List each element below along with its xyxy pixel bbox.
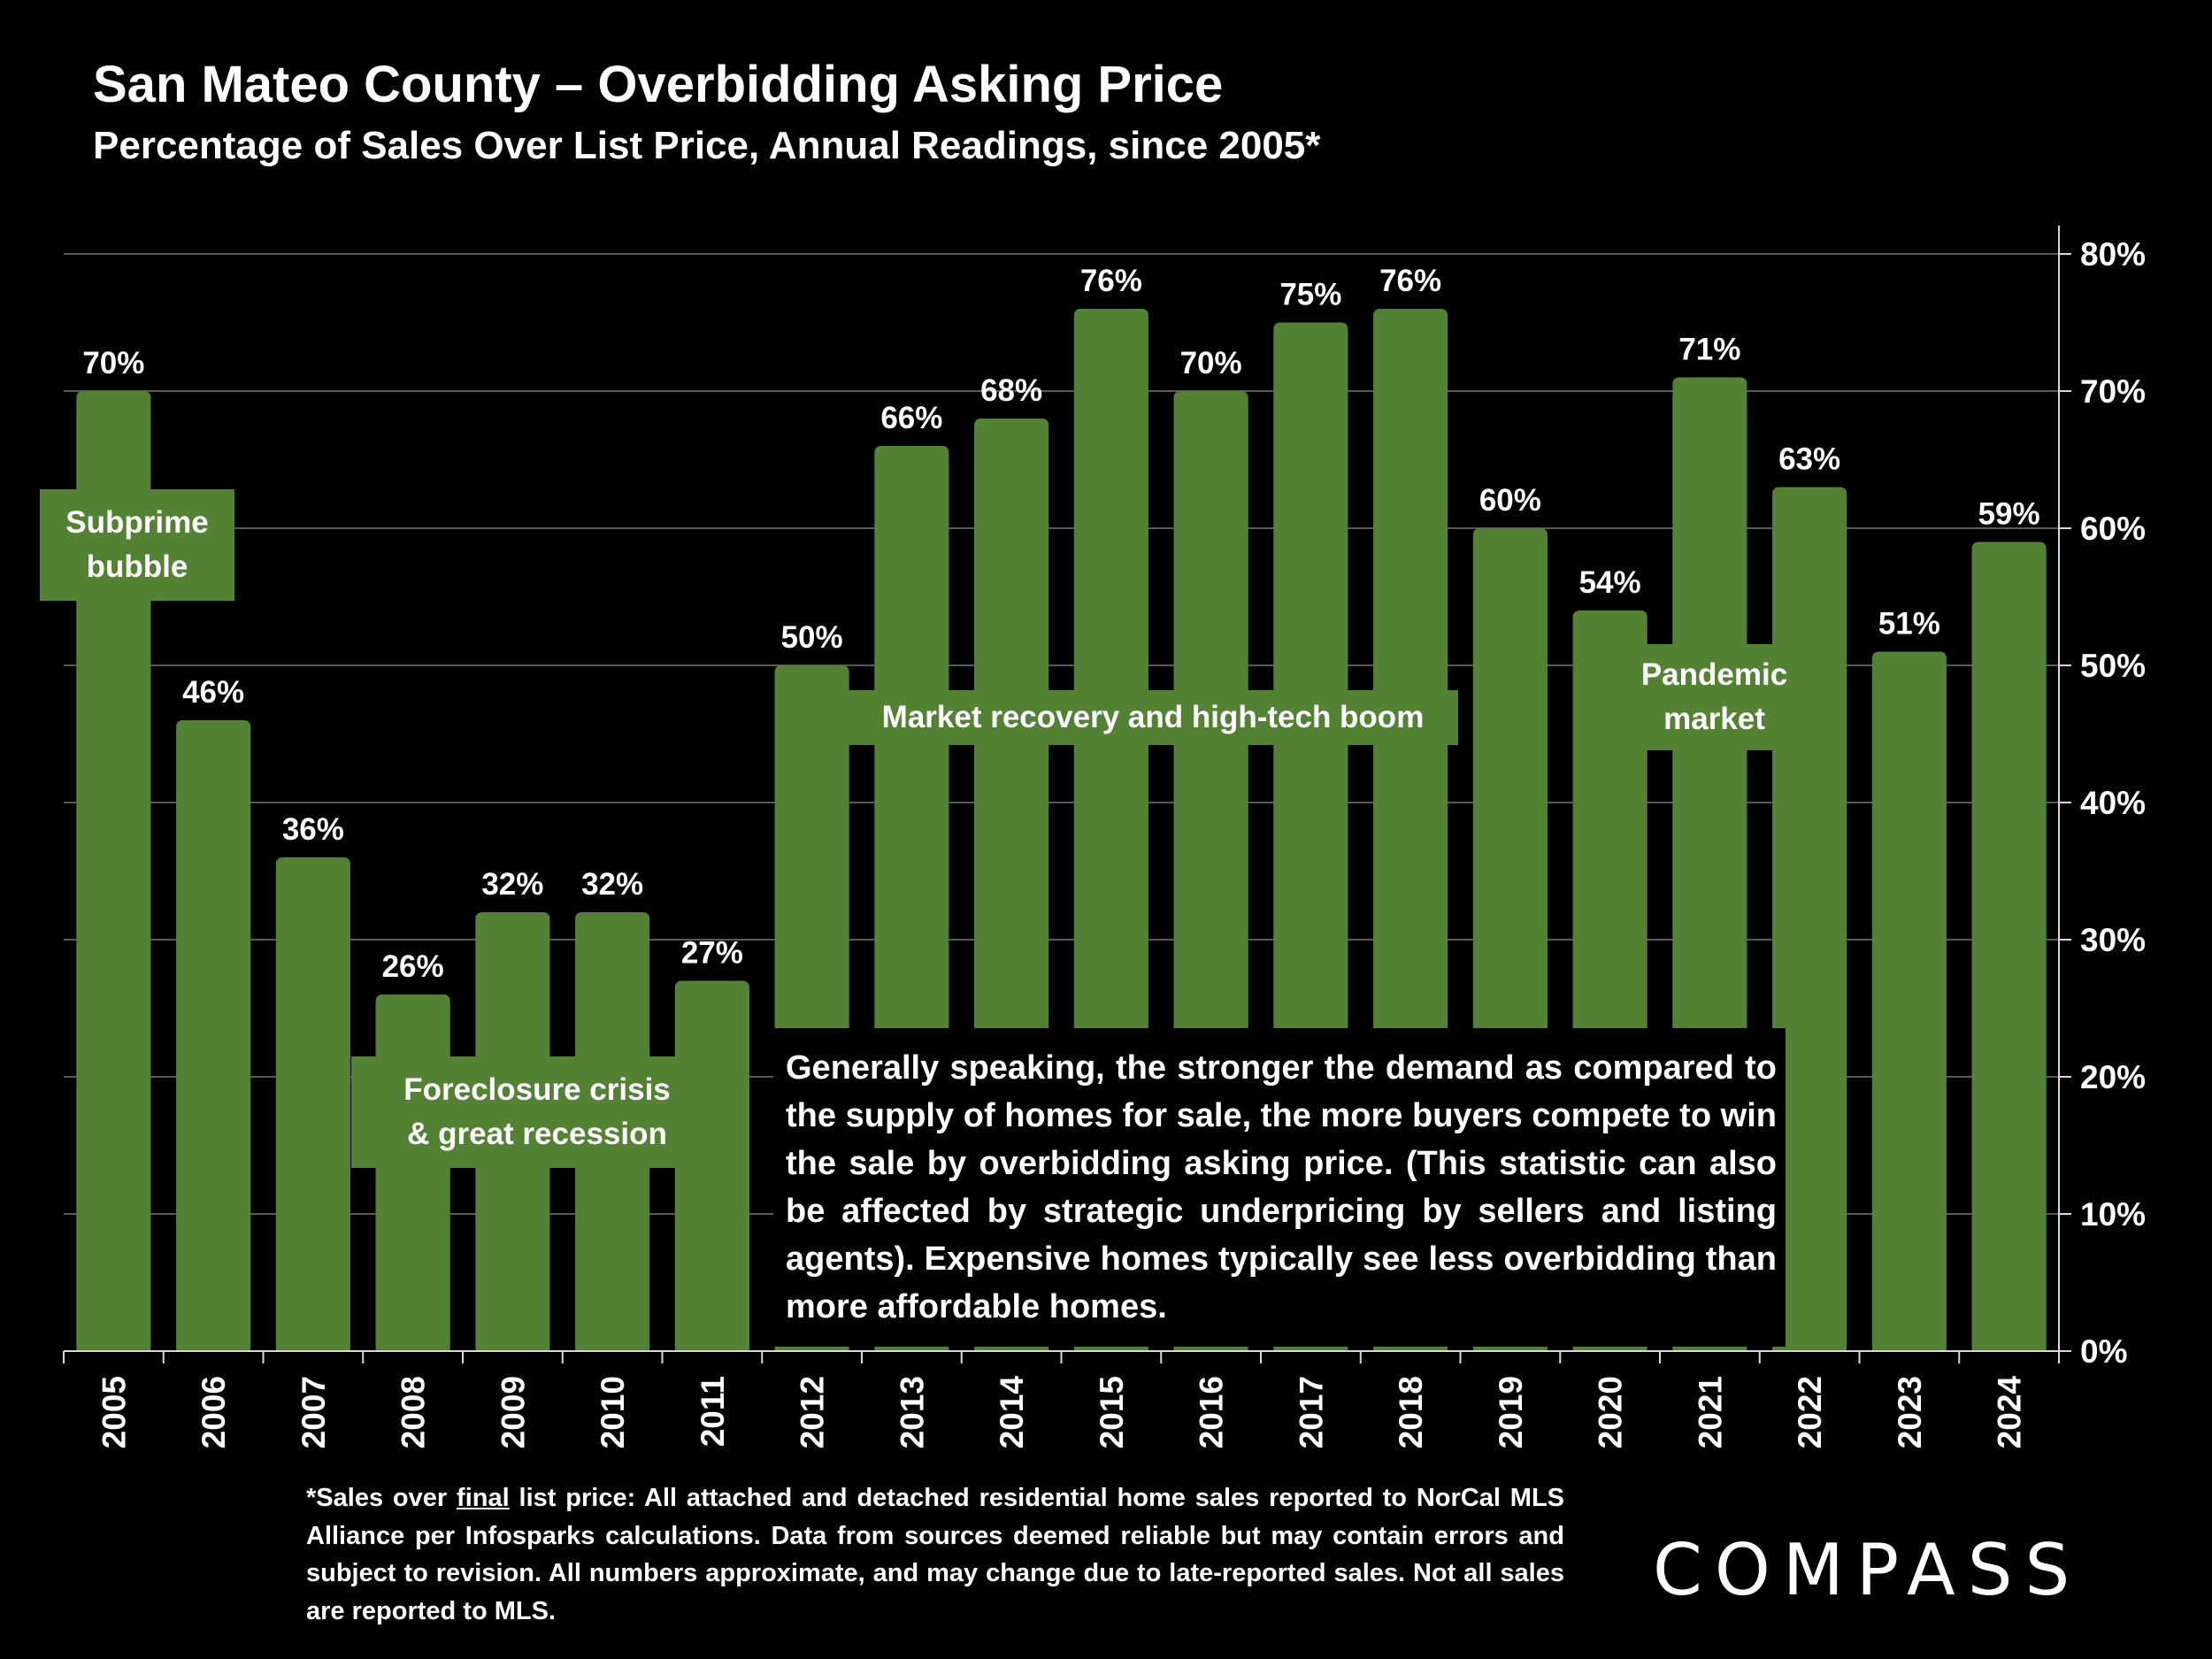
- bar-body-2011: [674, 989, 749, 1351]
- y-tick-label: 0%: [2080, 1333, 2127, 1370]
- x-tick-label-2015: 2015: [1094, 1376, 1130, 1448]
- data-label-2008: 26%: [382, 949, 444, 984]
- y-tick-label: 50%: [2080, 648, 2146, 684]
- x-tick-label-2018: 2018: [1393, 1376, 1429, 1448]
- annotation-foreclosure-line1: Foreclosure crisis: [403, 1072, 671, 1107]
- x-tick-label-2022: 2022: [1792, 1376, 1828, 1448]
- data-label-2006: 46%: [182, 675, 244, 710]
- footnote: *Sales over final list price: All attach…: [306, 1479, 1564, 1630]
- data-label-2017: 75%: [1279, 278, 1341, 312]
- data-label-2009: 32%: [481, 867, 543, 902]
- data-label-2020: 54%: [1579, 565, 1641, 600]
- data-label-2010: 32%: [581, 867, 643, 902]
- annotation-foreclosure-line2: & great recession: [407, 1117, 667, 1151]
- annotation-pandemic-market: Pandemic market: [1606, 644, 1823, 750]
- annotation-subprime-text: Subprime bubble: [65, 505, 209, 584]
- data-label-2021: 71%: [1678, 333, 1740, 367]
- annotation-market-recovery: Market recovery and high-tech boom: [848, 690, 1458, 745]
- footnote-prefix: *Sales over: [306, 1484, 457, 1512]
- bar-body-2007: [275, 866, 350, 1351]
- x-tick-label-2021: 2021: [1692, 1376, 1728, 1448]
- x-tick-label-2017: 2017: [1293, 1376, 1329, 1448]
- explanatory-note: Generally speaking, the stronger the dem…: [773, 1028, 1786, 1347]
- x-tick-label-2011: 2011: [695, 1376, 731, 1447]
- x-tick-label-2014: 2014: [994, 1376, 1030, 1449]
- x-tick-label-2008: 2008: [396, 1376, 432, 1448]
- y-tick-label: 60%: [2080, 511, 2146, 547]
- annotation-pandemic-line2: market: [1663, 702, 1765, 736]
- y-tick-label: 10%: [2080, 1196, 2146, 1233]
- bar-body-2008: [375, 1003, 450, 1351]
- x-tick-label-2024: 2024: [1992, 1376, 2028, 1449]
- bar-body-2023: [1871, 660, 1947, 1351]
- y-tick-label: 30%: [2080, 922, 2146, 958]
- annotation-recovery-text: Market recovery and high-tech boom: [881, 700, 1425, 734]
- footnote-rest: list price: All attached and detached re…: [306, 1484, 1564, 1625]
- annotation-subprime-bubble: Subprime bubble: [40, 489, 234, 601]
- data-label-2013: 66%: [880, 401, 942, 435]
- x-tick-label-2007: 2007: [296, 1376, 332, 1448]
- chart-subtitle: Percentage of Sales Over List Price, Ann…: [93, 124, 1321, 167]
- data-label-2024: 59%: [1978, 497, 2040, 532]
- bar-body-2024: [1971, 550, 2047, 1351]
- data-label-2018: 76%: [1379, 264, 1441, 298]
- data-label-2007: 36%: [282, 812, 344, 847]
- compass-logo-text: COMPASS: [1653, 1529, 2083, 1611]
- bar-body-2006: [176, 729, 251, 1351]
- x-tick-label-2023: 2023: [1892, 1376, 1928, 1448]
- x-tick-label-2010: 2010: [595, 1376, 631, 1448]
- y-tick-label: 40%: [2080, 785, 2146, 821]
- y-tick-label: 70%: [2080, 373, 2146, 410]
- data-label-2015: 76%: [1080, 264, 1142, 298]
- footnote-underlined-word: final: [457, 1484, 510, 1512]
- x-tick-label-2013: 2013: [894, 1376, 930, 1448]
- x-tick-label-2016: 2016: [1194, 1376, 1230, 1448]
- annotation-pandemic-line1: Pandemic: [1640, 657, 1788, 692]
- data-label-2016: 70%: [1180, 346, 1242, 380]
- x-tick-label-2020: 2020: [1593, 1376, 1629, 1448]
- x-tick-label-2009: 2009: [495, 1376, 531, 1448]
- compass-logo: COMPASS: [1653, 1529, 2082, 1611]
- data-label-2014: 68%: [980, 373, 1042, 408]
- data-label-2023: 51%: [1878, 607, 1940, 641]
- data-label-2022: 63%: [1778, 442, 1840, 477]
- annotation-foreclosure-crisis: Foreclosure crisis & great recession: [351, 1056, 723, 1168]
- y-tick-label: 20%: [2080, 1059, 2146, 1095]
- chart-title: San Mateo County – Overbidding Asking Pr…: [93, 56, 1224, 113]
- data-label-2005: 70%: [82, 346, 144, 380]
- x-tick-label-2019: 2019: [1493, 1376, 1529, 1448]
- data-label-2011: 27%: [681, 936, 743, 971]
- x-tick-label-2006: 2006: [196, 1376, 232, 1448]
- y-tick-label: 80%: [2080, 236, 2146, 273]
- data-label-2019: 60%: [1479, 483, 1541, 518]
- x-tick-label-2005: 2005: [96, 1376, 132, 1448]
- x-tick-label-2012: 2012: [795, 1376, 831, 1448]
- data-label-2012: 50%: [781, 620, 843, 655]
